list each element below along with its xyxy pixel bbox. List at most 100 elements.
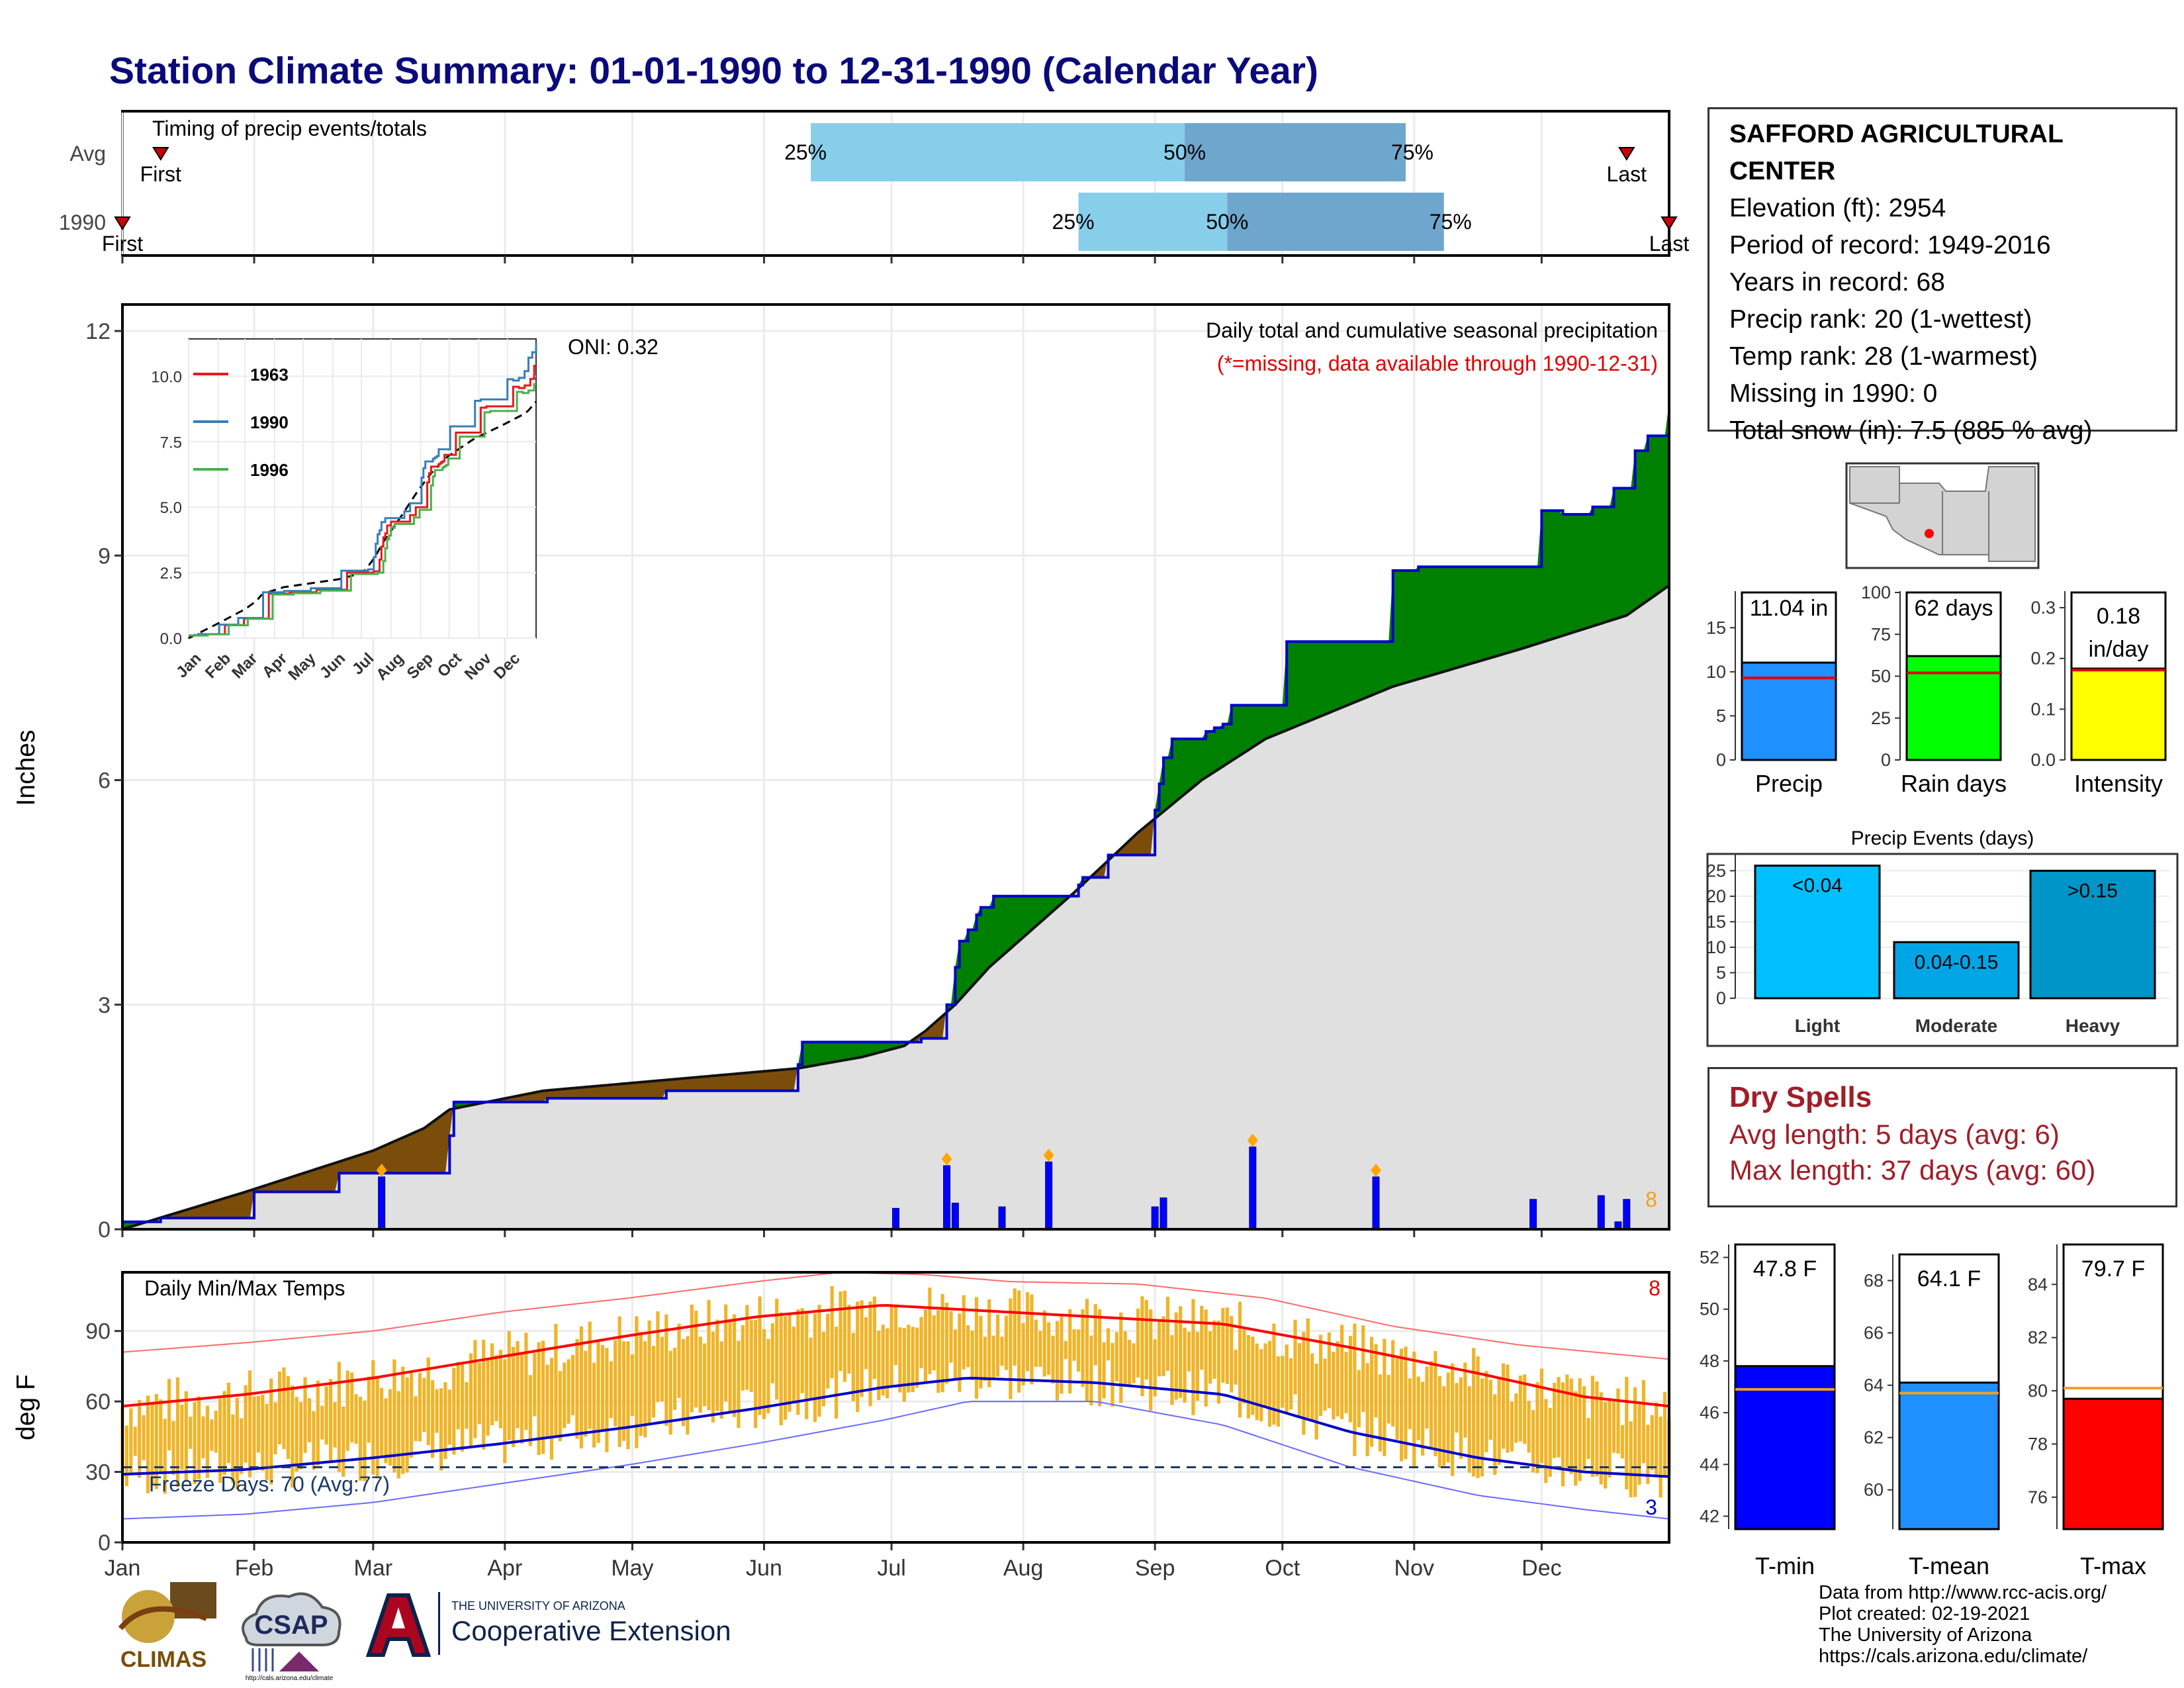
daily-precip-bar-6 xyxy=(1151,1206,1159,1230)
precip-average-line xyxy=(122,584,1670,1231)
daily-temp-bar xyxy=(299,1401,303,1470)
daily-temp-bar xyxy=(1132,1343,1136,1383)
daily-temp-bar xyxy=(431,1380,435,1458)
ua-big-text: Cooperative Extension xyxy=(451,1615,731,1646)
tbar-ytick-label-0-3: 48 xyxy=(1700,1351,1719,1371)
average-min-line xyxy=(122,1376,1670,1478)
daily-temp-bar xyxy=(358,1396,363,1481)
daily-temp-bar xyxy=(248,1370,252,1477)
daily-temp-bar xyxy=(184,1391,188,1482)
daily-temp-bar xyxy=(928,1288,932,1374)
daily-temp-bar xyxy=(1369,1336,1374,1447)
daily-temp-bar xyxy=(380,1387,384,1458)
daily-temp-bar xyxy=(1378,1374,1383,1452)
tbar-ytick-label-0-4: 50 xyxy=(1700,1299,1719,1319)
daily-temp-bar xyxy=(835,1327,839,1419)
daily-temp-bar xyxy=(1655,1402,1659,1477)
timing-last-marker-1 xyxy=(1661,216,1678,230)
daily-temp-bar xyxy=(1042,1310,1046,1377)
mini-category-label-2: Intensity xyxy=(2074,770,2163,797)
events-category-light: Light xyxy=(1795,1015,1840,1036)
daily-temp-bar xyxy=(677,1323,681,1398)
daily-temp-bar xyxy=(265,1403,269,1480)
tbar-bar-t-mean xyxy=(1898,1382,2000,1530)
station-location-marker xyxy=(1925,529,1934,538)
mini-ytick-label-2-3: 0.3 xyxy=(2030,598,2056,618)
tbar-ytick-label-0-0: 42 xyxy=(1700,1506,1719,1526)
mini-ytick-label-0-1: 5 xyxy=(1716,706,1726,726)
events-category-heavy: Heavy xyxy=(2066,1015,2120,1036)
month-label-nov: Nov xyxy=(1394,1556,1434,1581)
daily-temp-bar xyxy=(1544,1399,1548,1483)
daily-temp-bar xyxy=(1510,1401,1514,1452)
timing-first-label-0: First xyxy=(140,162,181,186)
daily-temp-bar xyxy=(452,1368,456,1455)
daily-temp-bar xyxy=(711,1331,715,1423)
daily-temp-bar xyxy=(435,1389,439,1433)
daily-temp-bar xyxy=(1340,1325,1344,1419)
daily-precip-marker-2 xyxy=(941,1152,952,1166)
daily-temp-bar xyxy=(1565,1374,1569,1470)
csap-logo-rain xyxy=(251,1648,274,1671)
credit-plot-created: Plot created: 02-19-2021 xyxy=(1819,1603,2030,1624)
daily-temp-bar xyxy=(779,1312,783,1426)
daily-temp-bar xyxy=(758,1296,762,1415)
daily-temp-bar xyxy=(197,1396,201,1479)
temp-y-axis: 0 30 60 90 xyxy=(85,1319,122,1556)
daily-temp-bar xyxy=(1025,1292,1030,1372)
daily-temp-bar xyxy=(881,1325,885,1396)
events-bar-light xyxy=(1754,865,1881,1000)
daily-temp-bar xyxy=(1259,1349,1263,1422)
daily-temp-bar xyxy=(915,1327,919,1388)
daily-temp-bar xyxy=(1034,1319,1038,1367)
record-min-line xyxy=(122,1401,1670,1520)
daily-temp-bar xyxy=(872,1296,876,1380)
temp-ytick-label-1: 30 xyxy=(85,1460,111,1485)
month-label-jun: Jun xyxy=(746,1556,782,1581)
timing-bar-upper-0 xyxy=(1185,123,1406,181)
daily-temp-bar xyxy=(1523,1374,1527,1444)
month-label-apr: Apr xyxy=(487,1556,522,1581)
daily-temp-bar xyxy=(1030,1294,1034,1385)
month-label-feb: Feb xyxy=(235,1556,274,1581)
daily-temp-bar xyxy=(558,1371,562,1442)
daily-temp-bar xyxy=(167,1379,171,1451)
daily-temp-bar xyxy=(1293,1319,1297,1395)
daily-temp-bar xyxy=(1153,1339,1157,1397)
daily-temp-bar xyxy=(724,1304,728,1402)
mini-ytick-label-0-0: 0 xyxy=(1716,750,1726,770)
daily-temp-bar xyxy=(1276,1356,1280,1427)
daily-temp-bar xyxy=(1365,1363,1369,1456)
daily-temp-bar xyxy=(1450,1363,1455,1476)
daily-temp-bar xyxy=(940,1293,944,1393)
daily-temp-bar xyxy=(1136,1308,1140,1378)
tbar-bar-t-min xyxy=(1734,1365,1836,1530)
daily-temp-bar xyxy=(396,1391,400,1479)
tbar-ytick-label-1-3: 66 xyxy=(1864,1323,1884,1343)
daily-temp-bar xyxy=(1251,1336,1255,1415)
daily-temp-bar xyxy=(647,1320,651,1425)
precip-above-normal-area xyxy=(1155,402,1669,819)
daily-temp-bar xyxy=(138,1399,142,1478)
daily-temp-bar xyxy=(405,1377,409,1473)
daily-temp-bar xyxy=(1051,1335,1055,1384)
daily-temp-bar xyxy=(465,1382,469,1429)
daily-temp-bar xyxy=(1047,1322,1051,1375)
daily-temp-bar xyxy=(244,1385,248,1463)
daily-temp-bar xyxy=(898,1327,902,1393)
daily-temp-bar xyxy=(1421,1382,1425,1456)
precip-above-normal-area xyxy=(797,1039,913,1068)
daily-temp-bar xyxy=(715,1319,719,1411)
daily-temp-bar xyxy=(860,1300,864,1397)
mini-ytick-label-2-0: 0.0 xyxy=(2030,750,2056,770)
daily-temp-bar xyxy=(375,1378,379,1479)
daily-temp-bar xyxy=(877,1331,881,1400)
daily-temp-bar xyxy=(741,1325,745,1391)
dry-spells-title: Dry Spells xyxy=(1729,1081,1872,1113)
daily-temp-bar xyxy=(1102,1342,1106,1399)
daily-temp-bar xyxy=(1055,1321,1060,1401)
daily-temp-bar xyxy=(1659,1417,1662,1498)
station-info-box: SAFFORD AGRICULTURAL CENTER Elevation (f… xyxy=(1707,107,2177,445)
daily-temp-bar xyxy=(422,1378,426,1432)
daily-temp-bar xyxy=(388,1389,392,1466)
